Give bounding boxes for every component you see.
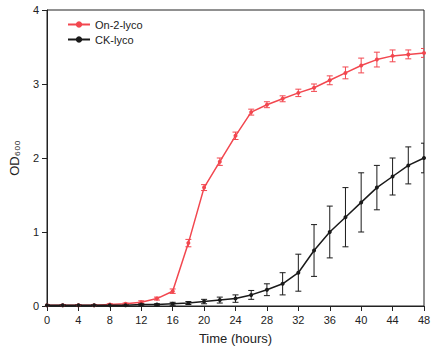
svg-text:12: 12 xyxy=(135,314,147,326)
svg-text:1: 1 xyxy=(33,226,39,238)
svg-text:16: 16 xyxy=(167,314,179,326)
svg-text:OD₆₀₀: OD₆₀₀ xyxy=(7,140,22,176)
svg-text:44: 44 xyxy=(386,314,398,326)
svg-text:40: 40 xyxy=(355,314,367,326)
svg-text:36: 36 xyxy=(324,314,336,326)
svg-text:48: 48 xyxy=(418,314,430,326)
svg-text:24: 24 xyxy=(229,314,241,326)
svg-text:32: 32 xyxy=(292,314,304,326)
svg-text:28: 28 xyxy=(261,314,273,326)
svg-text:On-2-lyco: On-2-lyco xyxy=(95,19,143,31)
svg-text:Time (hours): Time (hours) xyxy=(199,331,272,346)
svg-text:0: 0 xyxy=(33,300,39,312)
svg-text:3: 3 xyxy=(33,78,39,90)
svg-text:4: 4 xyxy=(75,314,81,326)
svg-text:2: 2 xyxy=(33,152,39,164)
svg-text:20: 20 xyxy=(198,314,210,326)
svg-text:CK-lyco: CK-lyco xyxy=(95,34,134,46)
svg-text:0: 0 xyxy=(44,314,50,326)
svg-text:8: 8 xyxy=(107,314,113,326)
svg-text:4: 4 xyxy=(33,4,39,16)
